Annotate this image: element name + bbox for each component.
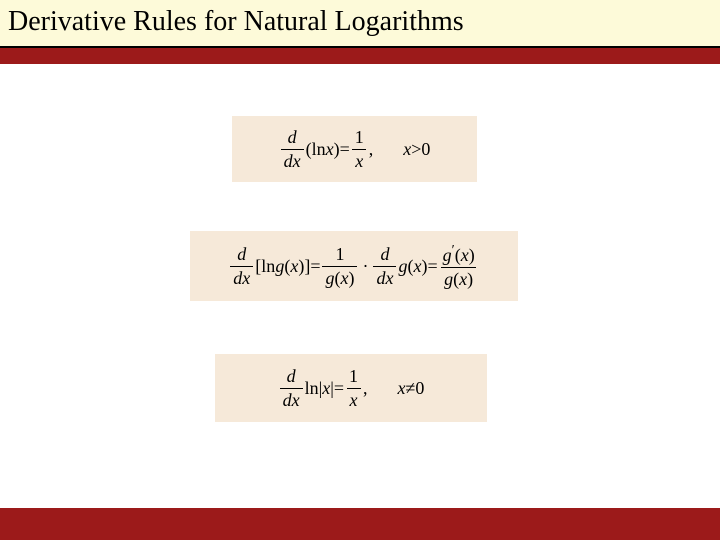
frac-den: g(x) xyxy=(441,267,476,290)
paren-close: ) xyxy=(348,268,354,288)
var-x: x xyxy=(461,245,469,265)
var-x: x xyxy=(326,139,334,160)
frac-den: dx xyxy=(281,149,304,172)
frac-den: x xyxy=(352,149,366,172)
content-area: d dx ( ln x ) = 1 x , x > 0 d dx xyxy=(0,64,720,494)
frac-num: 1 xyxy=(346,366,361,388)
cond-rel: ≠ xyxy=(406,378,416,399)
var-x: x xyxy=(322,378,330,399)
ln-label: ln xyxy=(305,378,319,399)
frac-num: d xyxy=(377,244,392,266)
formula-box-2: d dx [ ln g ( x ) ] = 1 g(x) · d dx g xyxy=(190,231,518,301)
var-g: g xyxy=(444,269,453,289)
equals: = xyxy=(334,378,344,399)
frac-num: d xyxy=(285,127,300,149)
frac-den: dx xyxy=(280,388,303,411)
var-x: x xyxy=(459,269,467,289)
comma: , xyxy=(363,378,368,399)
cond-val: 0 xyxy=(415,378,424,399)
frac-den: g(x) xyxy=(322,266,357,289)
ln-label: ln xyxy=(261,256,275,277)
var-x: x xyxy=(413,256,421,277)
page-title: Derivative Rules for Natural Logarithms xyxy=(8,6,464,37)
equals: = xyxy=(340,139,350,160)
equals: = xyxy=(310,256,320,277)
paren-close: ) xyxy=(467,269,473,289)
dot-operator: · xyxy=(359,256,371,277)
frac-den: x xyxy=(347,388,361,411)
frac-num: d xyxy=(284,366,299,388)
cond-rel: > xyxy=(411,139,421,160)
frac-num: d xyxy=(234,244,249,266)
comma: , xyxy=(369,139,374,160)
var-g: g xyxy=(398,256,407,277)
cond-var: x xyxy=(398,378,406,399)
var-g: g xyxy=(275,256,284,277)
divider-red-top xyxy=(0,48,720,64)
ln-label: ln xyxy=(312,139,326,160)
cond-val: 0 xyxy=(421,139,430,160)
frac-num: 1 xyxy=(332,244,347,266)
var-g: g xyxy=(443,245,452,265)
cond-var: x xyxy=(403,139,411,160)
equals: = xyxy=(427,256,437,277)
formula-2: d dx [ ln g ( x ) ] = 1 g(x) · d dx g xyxy=(228,243,479,290)
frac-num: g′(x) xyxy=(440,243,478,267)
var-x: x xyxy=(290,256,298,277)
formula-box-1: d dx ( ln x ) = 1 x , x > 0 xyxy=(232,116,477,182)
frac-den: dx xyxy=(230,266,253,289)
formula-box-3: d dx ln | x | = 1 x , x ≠ 0 xyxy=(215,354,487,422)
formula-1: d dx ( ln x ) = 1 x , x > 0 xyxy=(279,127,431,172)
formula-3: d dx ln | x | = 1 x , x ≠ 0 xyxy=(278,366,425,411)
paren-close: ) xyxy=(469,245,475,265)
divider-red-bottom xyxy=(0,508,720,540)
frac-den: dx xyxy=(373,266,396,289)
title-bar: Derivative Rules for Natural Logarithms xyxy=(0,0,720,48)
frac-num: 1 xyxy=(352,127,367,149)
